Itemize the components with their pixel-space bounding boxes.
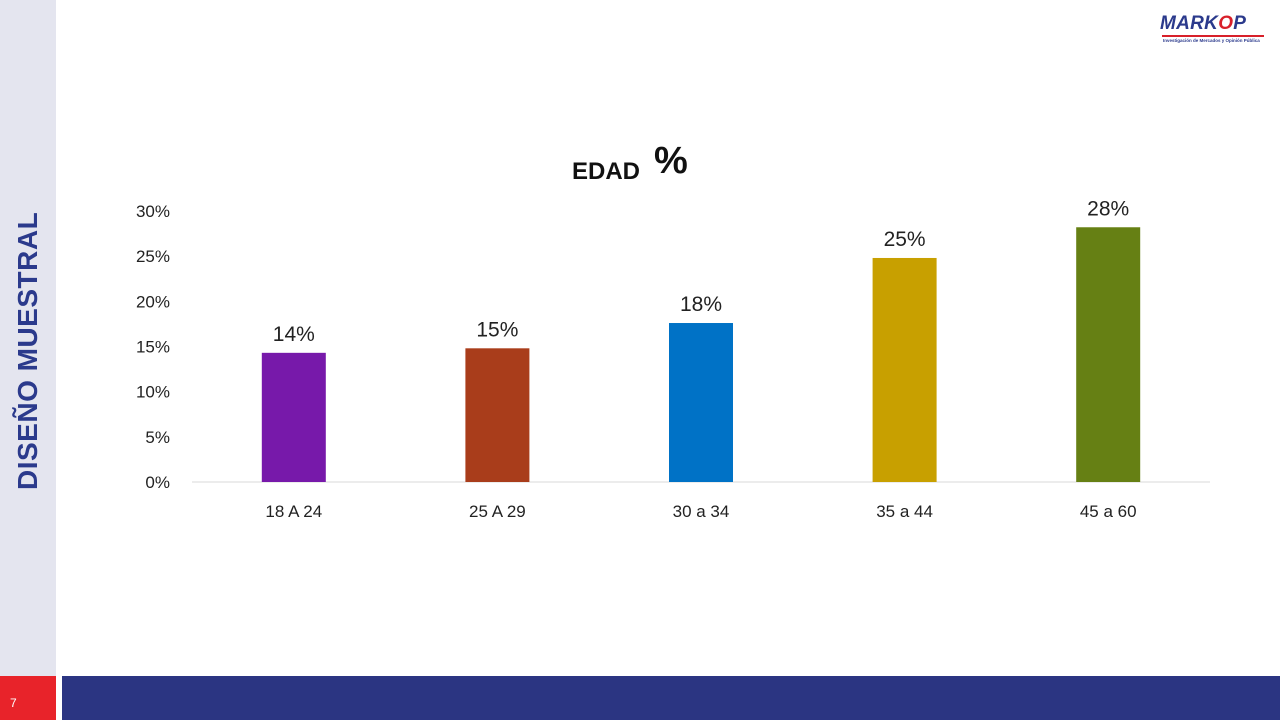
bar-4 <box>872 257 937 482</box>
x-tick-label: 35 a 44 <box>876 502 933 521</box>
chart-title-text: EDAD <box>572 158 641 185</box>
x-tick-label: 30 a 34 <box>673 502 730 521</box>
chart-plot: 0% 5% 10% 15% 20% 25% 30% 18 A 24 14% 25 A 29 15% 3… <box>136 197 1210 521</box>
chart-title: EDAD% <box>572 142 688 185</box>
age-bar-chart: EDAD% 0% 5% 10% 15% 20% 25% 30% 18 A 24 14% 25 A … <box>136 142 1210 521</box>
logo-wordmark: MARKOP <box>1160 14 1266 34</box>
y-tick-label: 15% <box>136 338 170 357</box>
logo-underline <box>1162 35 1264 37</box>
page-number: 7 <box>10 696 17 710</box>
logo-tagline: Investigación de Mercados y Opinión Públ… <box>1163 38 1260 43</box>
y-tick-label: 25% <box>136 247 170 266</box>
markop-logo: MARKOP Investigación de Mercados y Opini… <box>1160 14 1266 44</box>
x-tick-label: 25 A 29 <box>469 502 526 521</box>
logo-word-main: MARK <box>1160 13 1219 34</box>
bar-3 <box>669 323 733 482</box>
footer-bar <box>62 676 1280 720</box>
bar-2 <box>465 348 530 482</box>
x-tick-label: 45 a 60 <box>1080 502 1137 521</box>
data-label: 18% <box>680 293 722 316</box>
y-tick-label: 10% <box>136 383 170 402</box>
y-tick-label: 5% <box>145 428 170 447</box>
bar-5 <box>1076 227 1141 482</box>
data-label: 15% <box>476 318 518 341</box>
side-strip <box>0 0 56 676</box>
bar-1 <box>261 352 326 482</box>
y-tick-label: 0% <box>145 473 170 492</box>
chart-title-percent: % <box>654 140 688 182</box>
logo-word-end: P <box>1233 13 1247 34</box>
data-label: 25% <box>884 228 926 251</box>
y-tick-label: 20% <box>136 292 170 311</box>
logo-word-accent: O <box>1218 13 1234 34</box>
data-label: 14% <box>273 323 315 346</box>
page-number-box: 7 <box>0 676 56 720</box>
x-tick-label: 18 A 24 <box>265 502 322 521</box>
data-label: 28% <box>1087 197 1129 220</box>
y-tick-label: 30% <box>136 202 170 221</box>
